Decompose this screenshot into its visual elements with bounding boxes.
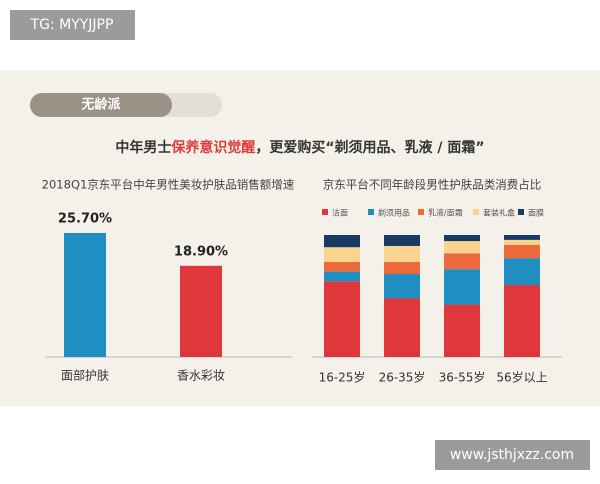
headline-part: 中年男士 [115, 139, 171, 156]
bar-segment [324, 271, 360, 282]
headline-part: 保养意识觉醒 [170, 139, 255, 156]
legend-swatch [473, 209, 479, 215]
bar-segment [444, 253, 480, 270]
x-tick-label: 26-35岁 [379, 370, 426, 385]
headline: 中年男士保养意识觉醒，更爱购买“剃须用品、乳液 / 面霜” [115, 139, 484, 156]
bar-segment [324, 247, 360, 262]
legend-swatch [418, 209, 424, 215]
bar-segment [384, 298, 420, 357]
bar-segment [504, 258, 540, 286]
chart-title: 2018Q1京东平台中年男性美妆护肤品销售额增速 [42, 178, 295, 192]
bar-segment [324, 281, 360, 357]
legend-label: 面膜 [528, 208, 544, 218]
x-tick-label: 36-55岁 [439, 370, 486, 385]
bar-segment [444, 304, 480, 357]
bar-segment [504, 235, 540, 240]
legend-swatch [518, 209, 524, 215]
bar-segment [504, 239, 540, 245]
bar-segment [504, 285, 540, 357]
bar-segment [444, 269, 480, 305]
x-tick-label: 香水彩妆 [177, 369, 225, 383]
legend-label: 套装礼盒 [483, 208, 515, 218]
legend-swatch [368, 209, 374, 215]
x-tick-label: 56岁以上 [496, 370, 547, 385]
tag-pill [30, 93, 172, 117]
value-label: 18.90% [174, 244, 228, 259]
bar [64, 233, 106, 357]
bar-segment [444, 235, 480, 242]
bar-segment [384, 235, 420, 246]
bar-segment [384, 261, 420, 275]
bar-segment [384, 274, 420, 299]
x-tick-label: 16-25岁 [319, 370, 366, 385]
legend-label: 乳液/面霜 [428, 208, 463, 218]
bar-segment [444, 241, 480, 254]
value-label: 25.70% [58, 212, 112, 227]
tag: 无龄派 [80, 97, 121, 113]
legend-swatch [322, 209, 328, 215]
watermark: www.jsthjxzz.com [450, 447, 574, 463]
bar-segment [324, 261, 360, 272]
bar [180, 265, 222, 357]
tg-label-box [10, 10, 135, 40]
bar-segment [384, 245, 420, 262]
legend-label: 剃须用品 [378, 208, 410, 218]
headline-part: ，更爱购买“剃须用品、乳液 / 面霜” [255, 139, 484, 156]
tg-label: TG: MYYJJPP [30, 17, 114, 33]
bar-segment [504, 244, 540, 259]
x-tick-label: 面部护肤 [61, 368, 109, 383]
legend-label: 洁面 [332, 208, 348, 218]
watermark-box [435, 440, 590, 470]
bar-segment [324, 235, 360, 248]
chart-title: 京东平台不同年龄段男性护肤品类消费占比 [323, 178, 542, 192]
